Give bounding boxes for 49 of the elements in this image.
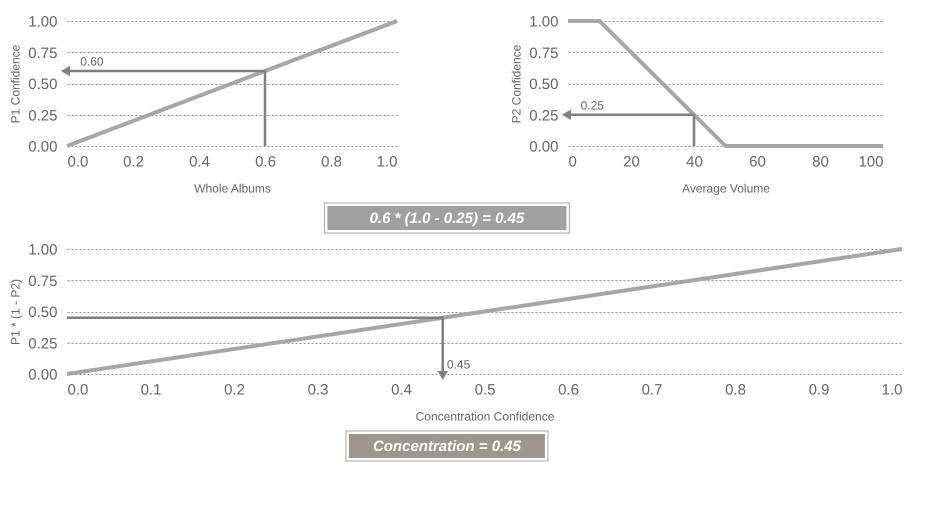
y-tick-label: 0.75 xyxy=(28,44,58,62)
y-tick-label: 1.00 xyxy=(28,14,58,30)
x-tick-label: 0.6 xyxy=(558,382,579,398)
x-tick-label: 0.4 xyxy=(189,154,210,170)
y-tick-label: 0.00 xyxy=(529,138,558,156)
y-axis-title: P1 Confidence xyxy=(8,44,22,124)
x-axis-title: Concentration Confidence xyxy=(416,410,555,424)
x-tick-label: 100 xyxy=(858,154,884,170)
x-tick-label: 40 xyxy=(686,154,703,170)
x-tick-label: 0.2 xyxy=(123,154,144,170)
y-tick-label: 1.00 xyxy=(529,14,558,30)
x-tick-label: 0.1 xyxy=(140,382,162,398)
y-tick-label: 0.25 xyxy=(529,107,558,124)
y-tick-label: 0.75 xyxy=(28,272,58,290)
x-tick-label: 60 xyxy=(749,154,766,170)
y-tick-label: 0.25 xyxy=(28,335,58,352)
x-tick-label: 1.0 xyxy=(376,154,398,170)
y-tick-label: 0.25 xyxy=(28,107,58,124)
x-tick-label: 0.8 xyxy=(725,382,746,398)
x-tick-label: 0.9 xyxy=(808,382,830,398)
x-tick-label: 0.7 xyxy=(642,382,662,398)
y-axis-title: P2 Confidence xyxy=(509,44,524,124)
y-tick-label: 0.50 xyxy=(529,76,558,93)
annotation: 0.25 xyxy=(580,98,604,112)
text: 0.6 * (1.0 - 0.25) = 0.45 xyxy=(370,210,525,227)
x-axis-title: Whole Albums xyxy=(194,182,271,196)
x-tick-label: 0.8 xyxy=(321,154,342,170)
x-axis-title: Average Volume xyxy=(682,182,770,196)
text: Concentration = 0.45 xyxy=(372,438,522,455)
x-tick-label: 0.4 xyxy=(391,382,412,398)
x-tick-label: 20 xyxy=(623,154,640,170)
y-tick-label: 1.00 xyxy=(28,242,58,258)
x-tick-label: 0.0 xyxy=(68,154,88,170)
x-tick-label: 0 xyxy=(568,154,577,170)
y-tick-label: 0.00 xyxy=(28,138,58,156)
x-tick-label: 0.5 xyxy=(474,382,496,398)
y-tick-label: 0.75 xyxy=(529,44,558,62)
x-tick-label: 0.3 xyxy=(308,382,328,398)
y-tick-label: 0.50 xyxy=(28,76,58,93)
annotation: 0.60 xyxy=(80,54,104,68)
x-tick-label: 1.0 xyxy=(882,382,902,398)
y-axis-title: P1 * (1 - P2) xyxy=(8,278,22,346)
y-tick-label: 0.00 xyxy=(28,366,58,384)
x-tick-label: 0.6 xyxy=(255,154,276,170)
annotation: 0.45 xyxy=(446,358,471,372)
x-tick-label: 0.2 xyxy=(224,382,245,398)
y-tick-label: 0.50 xyxy=(28,304,58,321)
x-tick-label: 0.0 xyxy=(68,382,88,398)
x-tick-label: 80 xyxy=(812,154,829,170)
